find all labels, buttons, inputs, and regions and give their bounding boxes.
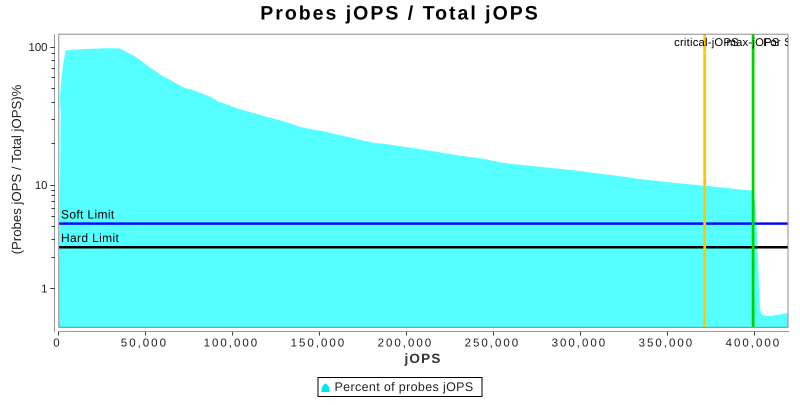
svg-text:200,000: 200,000 bbox=[378, 337, 434, 349]
svg-text:350,000: 350,000 bbox=[639, 337, 695, 349]
svg-text:critical-jOPS: critical-jOPS bbox=[674, 37, 739, 49]
svg-text:150,000: 150,000 bbox=[291, 337, 347, 349]
svg-text:250,000: 250,000 bbox=[465, 337, 521, 349]
svg-text:Hard Limit: Hard Limit bbox=[61, 231, 119, 245]
svg-text:50,000: 50,000 bbox=[121, 337, 168, 349]
svg-text:jOPS: jOPS bbox=[403, 351, 441, 366]
svg-text:100: 100 bbox=[28, 42, 47, 54]
svg-text:(Probes jOPS / Total jOPS)%: (Probes jOPS / Total jOPS)% bbox=[9, 84, 24, 254]
svg-text:300,000: 300,000 bbox=[552, 337, 608, 349]
svg-text:max-jOPS: max-jOPS bbox=[726, 37, 779, 49]
svg-text:For SLA: For SLA bbox=[763, 37, 800, 49]
svg-text:Soft Limit: Soft Limit bbox=[61, 208, 115, 222]
svg-text:1: 1 bbox=[41, 284, 47, 296]
svg-text:Probes jOPS / Total jOPS: Probes jOPS / Total jOPS bbox=[260, 3, 540, 25]
svg-text:400,000: 400,000 bbox=[726, 337, 782, 349]
svg-text:0: 0 bbox=[53, 337, 61, 349]
svg-text:10: 10 bbox=[35, 180, 48, 192]
svg-text:Percent of probes jOPS: Percent of probes jOPS bbox=[335, 380, 474, 394]
svg-text:100,000: 100,000 bbox=[204, 337, 260, 349]
